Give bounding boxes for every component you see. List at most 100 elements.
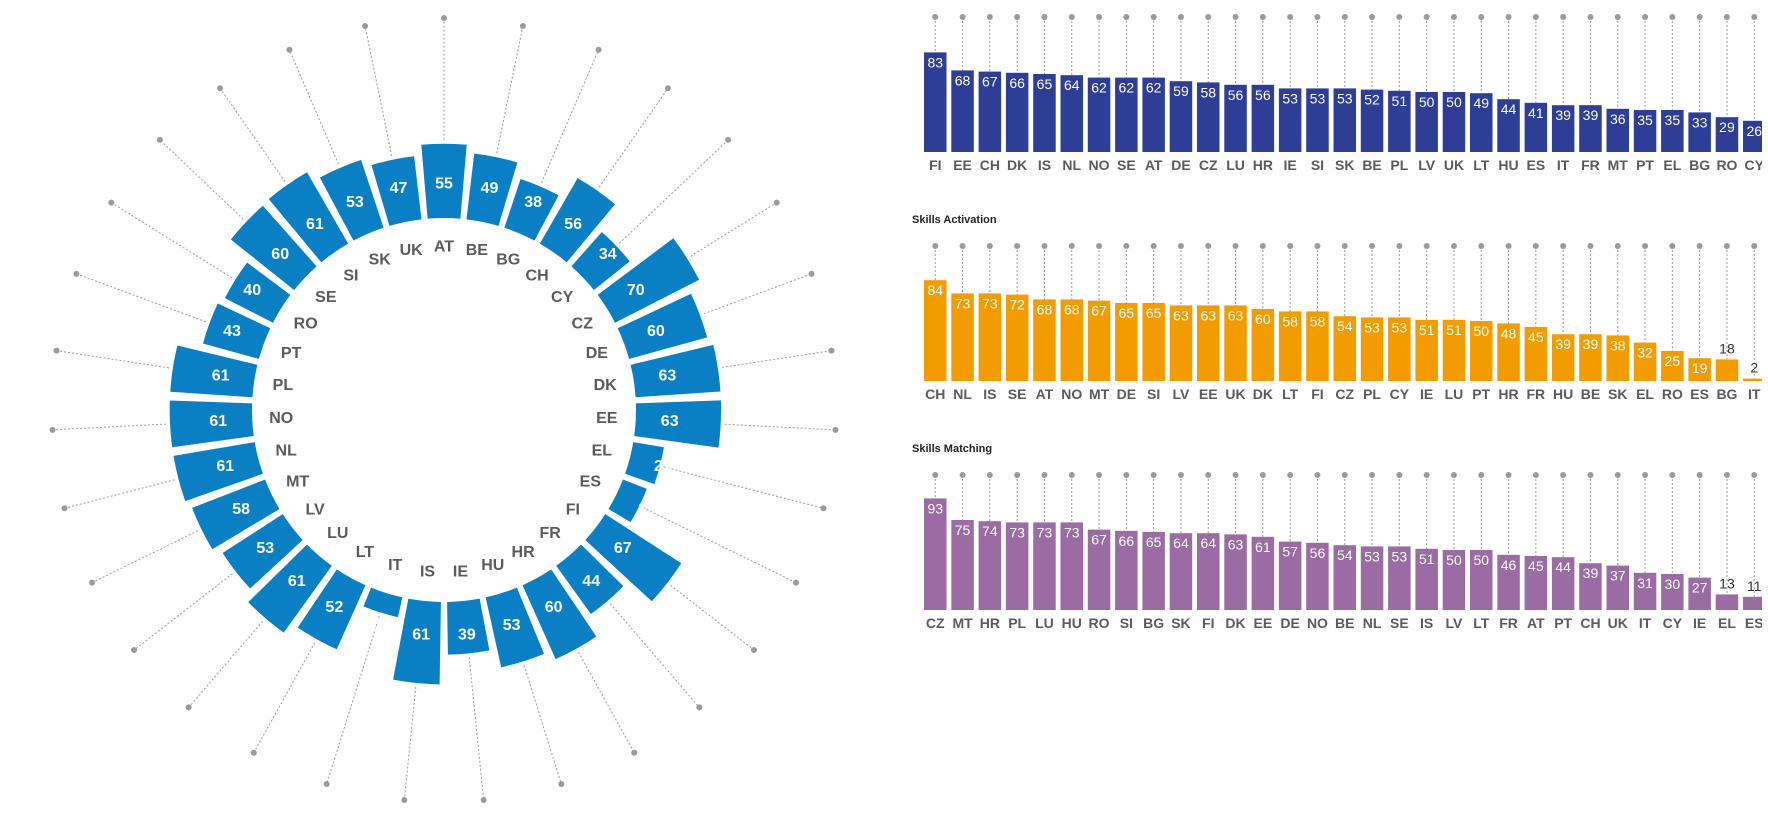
bar-category-label: PT <box>1554 615 1572 631</box>
bar-de <box>1169 81 1193 152</box>
bar-cz <box>1333 316 1356 381</box>
leader-dot <box>1478 472 1485 478</box>
bar-category-label: CY <box>1745 157 1762 173</box>
radial-bar-at <box>421 143 467 219</box>
leader-dot <box>986 472 993 478</box>
leader-dot <box>401 796 408 803</box>
bar-fr <box>1497 554 1520 610</box>
bar-category-label: LV <box>1418 157 1436 173</box>
radial-country-label: LT <box>356 544 375 561</box>
leader-line <box>598 87 669 188</box>
bar-mt <box>1606 108 1629 152</box>
bar-value-label: 83 <box>927 54 943 70</box>
radial-bar-hu <box>485 587 545 668</box>
bar-no <box>1306 542 1329 610</box>
leader-dot <box>1096 14 1103 20</box>
bar-category-label: PL <box>1008 615 1026 631</box>
leader-dot <box>1014 243 1021 249</box>
bar-value-label: 65 <box>1037 76 1053 92</box>
radial-bar-es <box>608 479 647 523</box>
bar-es <box>1524 102 1548 152</box>
leader-line <box>159 139 244 220</box>
bar-cz <box>1197 82 1220 152</box>
bar-category-label: MT <box>1608 157 1629 173</box>
radial-bar-lt <box>297 569 366 650</box>
radial-bar-lv <box>222 514 303 589</box>
leader-dot <box>1532 472 1539 478</box>
bar-lu <box>1442 319 1466 381</box>
bar-category-label: AT <box>1527 615 1545 631</box>
bar-category-label: SI <box>1311 157 1324 173</box>
bar-hu <box>1551 334 1575 381</box>
bar-hu <box>1060 522 1083 610</box>
radial-bar-no <box>169 400 254 448</box>
leader-dot <box>1696 14 1703 20</box>
leader-dot <box>1478 14 1485 20</box>
bar-value-label: 64 <box>1064 77 1080 93</box>
bar-category-label: PL <box>1390 157 1408 173</box>
bar-nl <box>1360 546 1384 610</box>
panel-title-skills-matching: Skills Matching <box>912 443 993 455</box>
bar-dk <box>1251 309 1275 381</box>
leader-dot <box>1587 243 1594 249</box>
leader-dot <box>1287 14 1294 20</box>
bar-ro <box>1661 351 1684 381</box>
radial-value-label: 53 <box>503 617 521 634</box>
bar-lv <box>1169 305 1193 381</box>
bar-lv <box>1415 92 1438 152</box>
bar-category-label: IT <box>1557 157 1570 173</box>
bar-category-label: IT <box>1748 386 1761 402</box>
radial-value-label: 61 <box>306 216 324 233</box>
radial-country-label: CY <box>551 289 574 306</box>
bar-ro <box>1087 529 1111 610</box>
bar-category-label: EL <box>1636 386 1654 402</box>
bar-value-label: 44 <box>1501 101 1517 117</box>
bar-value-label: 51 <box>1392 93 1408 109</box>
bar-category-label: LU <box>1035 615 1054 631</box>
bar-fr <box>1524 327 1548 381</box>
leader-dot <box>1396 14 1403 20</box>
bar-value-label: 73 <box>955 295 971 311</box>
bar-fi <box>1197 533 1220 610</box>
bar-category-label: EE <box>1199 386 1218 402</box>
bar-lv <box>1442 550 1466 610</box>
leader-dot <box>1751 243 1758 249</box>
leader-dot <box>480 796 487 803</box>
bar-pt <box>1470 321 1493 381</box>
radial-bar-fi <box>585 514 682 602</box>
bar-value-label: 68 <box>1037 301 1053 317</box>
bar-category-label: BG <box>1143 615 1164 631</box>
radial-bar-cz <box>597 238 700 323</box>
bar-category-label: LT <box>1473 157 1490 173</box>
radial-value-label: 60 <box>545 599 563 616</box>
bar-lt <box>1278 311 1302 381</box>
bar-value-label: 65 <box>1119 305 1135 321</box>
radial-value-label: 55 <box>435 176 453 193</box>
leader-dot <box>1341 14 1348 20</box>
bar-value-label: 56 <box>1228 87 1244 103</box>
radial-bar-ie <box>447 598 490 655</box>
leader-dot <box>1177 14 1184 20</box>
radial-bar-nl <box>173 442 263 502</box>
leader-dot <box>1696 243 1703 249</box>
radial-value-label: 56 <box>564 216 582 233</box>
leader-dot <box>1369 243 1376 249</box>
bar-panel-skills-activation: 84 CH 73 NL 73 IS 72 SE 68 AT 68 NO 67 MT 65 DE 65 SI 63 LV… <box>924 243 1762 402</box>
leader-dot <box>185 704 192 711</box>
leader-dot <box>1532 243 1539 249</box>
radial-country-label: DE <box>586 345 609 362</box>
bar-value-label: 53 <box>1282 90 1298 106</box>
bar-value-label: 93 <box>927 500 943 516</box>
bar-value-label: 67 <box>1091 303 1107 319</box>
leader-dot <box>631 749 638 756</box>
bar-el <box>1661 110 1684 152</box>
bar-category-label: DE <box>1117 386 1136 402</box>
leader-dot <box>1205 243 1212 249</box>
leader-line <box>219 87 286 182</box>
bar-category-label: DK <box>1253 386 1273 402</box>
leader-dot <box>959 243 966 249</box>
leader-dot <box>1450 243 1457 249</box>
leader-line <box>364 25 393 156</box>
bar-ro <box>1715 117 1739 152</box>
bar-sk <box>1606 335 1629 381</box>
